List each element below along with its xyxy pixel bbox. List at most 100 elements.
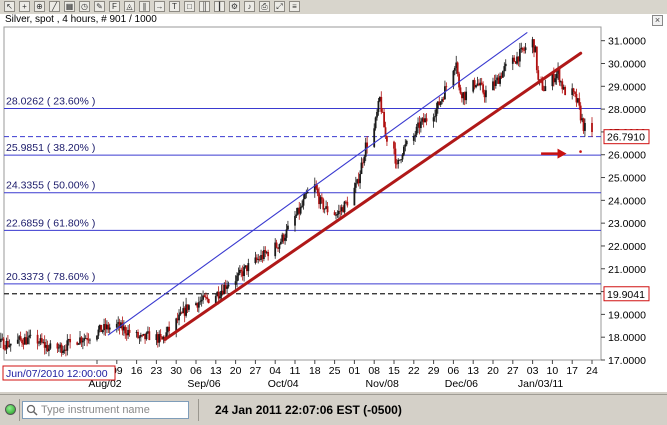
candle-body	[393, 142, 395, 149]
candle-body	[574, 92, 576, 94]
menu-icon[interactable]: ≡	[289, 1, 300, 12]
candle-body	[303, 199, 305, 206]
chart-panel[interactable]: 17.000018.000019.000020.000021.000022.00…	[0, 14, 667, 392]
candle-body	[426, 118, 428, 121]
instrument-search-box[interactable]	[22, 401, 189, 419]
search-icon	[26, 404, 38, 416]
expand-icon[interactable]: ⤢	[274, 1, 285, 12]
x-tick-label: 29	[428, 365, 440, 377]
candle-body	[236, 276, 238, 282]
channel-icon[interactable]: ∥	[139, 1, 150, 12]
price-chart[interactable]: 17.000018.000019.000020.000021.000022.00…	[0, 14, 667, 392]
candle-body	[337, 214, 339, 215]
candle-body	[404, 144, 406, 146]
candle-body	[386, 136, 388, 142]
bell-icon[interactable]: ♪	[244, 1, 255, 12]
candle-body	[30, 335, 32, 336]
candle-body	[359, 174, 361, 183]
x-tick-label: 01	[349, 365, 361, 377]
x-tick-label: 20	[230, 365, 242, 377]
candle-body	[208, 299, 210, 303]
y-tick-label: 21.0000	[608, 264, 646, 276]
bar-icon[interactable]: ┃	[214, 1, 225, 12]
instrument-input[interactable]	[41, 403, 185, 417]
plot-area	[4, 27, 601, 360]
candle-body	[363, 157, 365, 163]
y-tick-label: 22.0000	[608, 241, 646, 253]
candle-body	[160, 334, 162, 337]
x-tick-label: 03	[527, 365, 539, 377]
candle-body	[346, 202, 348, 206]
month-label: Jan/03/11	[518, 378, 564, 390]
candle-body	[544, 86, 546, 91]
candle-icon[interactable]: ║	[199, 1, 210, 12]
candle-body	[376, 112, 378, 118]
candle-body	[503, 66, 505, 71]
candle-body	[201, 300, 203, 302]
close-chart-button[interactable]: ×	[652, 15, 663, 26]
candle-body	[453, 71, 455, 87]
candle-body	[305, 193, 307, 194]
candle-body	[591, 123, 593, 132]
candle-body	[454, 68, 456, 71]
candle-body	[286, 229, 288, 237]
y-tick-label: 29.0000	[608, 81, 646, 93]
candle-body	[300, 207, 302, 214]
candle-body	[327, 206, 329, 212]
candle-body	[69, 339, 71, 342]
y-tick-label: 23.0000	[608, 218, 646, 230]
candle-body	[440, 102, 442, 105]
candle-body	[542, 81, 544, 90]
x-tick-label: 30	[170, 365, 182, 377]
x-tick-label: 20	[487, 365, 499, 377]
x-tick-label: 24	[586, 365, 598, 377]
candle-body	[215, 296, 217, 303]
zoom-icon[interactable]: ⊕	[34, 1, 45, 12]
candle-body	[366, 143, 368, 147]
chart-toolbar: ↖ + ⊕ ╱ ▦ ◷ ✎ F ◬ ∥ → T □ ║ ┃ ⚙ ♪ ⎙ ⤢ ≡	[0, 0, 667, 15]
status-bar: 24 Jan 2011 22:07:06 EST (-0500)	[0, 394, 667, 425]
annotation-dot	[579, 150, 582, 153]
candle-body	[109, 328, 111, 330]
draw-icon[interactable]: ✎	[94, 1, 105, 12]
candle-body	[228, 285, 230, 287]
pointer-icon[interactable]: ↖	[4, 1, 15, 12]
fib-level-label: 28.0262 ( 23.60% )	[6, 96, 95, 108]
candle-body	[522, 48, 524, 50]
price-label: 26.7910	[607, 132, 645, 144]
compass-icon[interactable]: ◬	[124, 1, 135, 12]
candle-body	[397, 160, 399, 164]
month-label: Sep/06	[187, 378, 220, 390]
period-icon[interactable]: ◷	[79, 1, 90, 12]
fib-level-label: 25.9851 ( 38.20% )	[6, 142, 95, 154]
candle-body	[66, 340, 68, 350]
candle-body	[280, 242, 282, 244]
cross-icon[interactable]: +	[19, 1, 30, 12]
fib-icon[interactable]: F	[109, 1, 120, 12]
candle-body	[28, 336, 30, 338]
candle-body	[559, 69, 561, 82]
candle-body	[102, 330, 104, 332]
line-icon[interactable]: ╱	[49, 1, 60, 12]
x-tick-label: 04	[269, 365, 281, 377]
candle-body	[247, 263, 249, 271]
candle-body	[433, 117, 435, 121]
candle-body	[199, 301, 201, 302]
candle-body	[98, 330, 100, 336]
shape-icon[interactable]: □	[184, 1, 195, 12]
grid-icon[interactable]: ▦	[64, 1, 75, 12]
candle-body	[168, 327, 170, 331]
candle-body	[495, 80, 497, 86]
candle-body	[355, 183, 357, 188]
x-tick-label: 13	[467, 365, 479, 377]
month-label: Dec/06	[445, 378, 478, 390]
arrow-icon[interactable]: →	[154, 1, 165, 12]
candle-body	[307, 192, 309, 193]
x-tick-label: 27	[507, 365, 519, 377]
candle-body	[8, 345, 10, 346]
settings-icon[interactable]: ⚙	[229, 1, 240, 12]
print-icon[interactable]: ⎙	[259, 1, 270, 12]
candle-body	[279, 244, 281, 249]
text-icon[interactable]: T	[169, 1, 180, 12]
candle-body	[62, 351, 64, 353]
